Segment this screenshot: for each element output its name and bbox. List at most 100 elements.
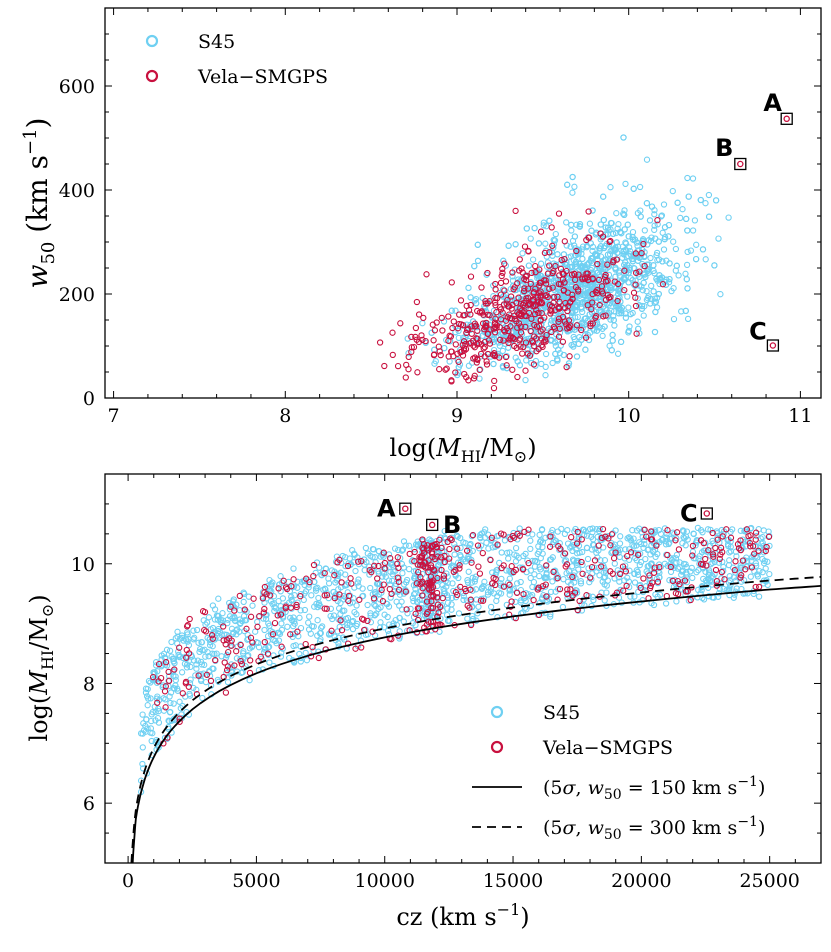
s45-point <box>522 597 529 605</box>
s45-point <box>477 542 485 549</box>
s45-point <box>139 744 146 751</box>
vela-point <box>494 541 501 548</box>
s45-point <box>284 623 291 630</box>
x-tick-label: 0 <box>122 870 134 892</box>
vela-point <box>416 605 423 612</box>
s45-point <box>291 592 298 599</box>
vela-point <box>448 377 455 384</box>
vela-point <box>478 284 485 291</box>
vela-point <box>721 576 728 583</box>
s45-point <box>303 657 311 664</box>
s45-point <box>581 264 589 271</box>
s45-point <box>471 578 478 585</box>
vela-point <box>561 304 569 312</box>
vela-point <box>511 342 518 350</box>
s45-point <box>593 327 601 334</box>
s45-point <box>747 573 754 580</box>
s45-point <box>648 203 656 210</box>
s45-point <box>499 347 506 355</box>
s45-point <box>617 338 625 346</box>
s45-point <box>583 532 591 539</box>
vela-point <box>370 595 378 602</box>
s45-point <box>621 207 628 214</box>
s45-point <box>705 191 713 199</box>
s45-point <box>332 591 340 598</box>
vela-point <box>502 317 510 324</box>
x-tick-label: 25000 <box>739 870 799 892</box>
s45-point <box>296 614 303 621</box>
vela-point <box>543 593 550 600</box>
vela-point <box>709 551 717 558</box>
vela-point <box>454 591 461 599</box>
s45-point <box>616 588 624 596</box>
highlight-box <box>734 157 747 171</box>
vela-point <box>755 547 762 554</box>
vela-point <box>261 638 268 646</box>
s45-point <box>689 175 697 182</box>
s45-point <box>620 210 627 217</box>
vela-point <box>280 577 287 584</box>
s45-point <box>192 672 199 679</box>
s45-point <box>631 570 638 577</box>
s45-point <box>387 559 395 566</box>
s45-point <box>266 659 273 666</box>
s45-point <box>759 539 766 547</box>
vela-point <box>588 563 596 571</box>
s45-point <box>652 235 659 242</box>
s45-point <box>203 619 211 626</box>
vela-point <box>647 582 654 590</box>
s45-point <box>616 294 623 301</box>
s45-point <box>663 530 670 537</box>
s45-point <box>692 542 699 549</box>
vela-point <box>567 322 574 329</box>
vela-point <box>512 566 520 574</box>
vela-point <box>476 366 483 374</box>
s45-point <box>620 248 627 255</box>
vela-point <box>435 609 442 616</box>
s45-point <box>617 228 624 236</box>
vela-point <box>563 590 571 598</box>
s45-point <box>482 337 489 344</box>
vela-point <box>524 302 531 309</box>
vela-point <box>475 563 482 570</box>
s45-point <box>193 665 200 672</box>
s45-point <box>711 262 718 269</box>
vela-point <box>288 583 295 590</box>
s45-point <box>641 227 648 234</box>
s45-point <box>370 546 377 553</box>
s45-point <box>140 727 148 734</box>
vela-point <box>601 274 609 281</box>
vela-point <box>275 585 282 592</box>
vela-point <box>612 549 619 556</box>
vela-point <box>492 286 499 293</box>
vela-point <box>221 659 228 666</box>
vela-point <box>165 677 173 684</box>
vela-point <box>237 657 244 665</box>
s45-point <box>683 569 690 576</box>
s45-point <box>616 578 623 585</box>
vela-point <box>559 338 567 345</box>
vela-point <box>546 543 554 550</box>
vela-point <box>497 291 505 298</box>
vela-point <box>509 269 516 276</box>
vela-point <box>439 594 446 602</box>
vela-point <box>502 353 510 361</box>
s45-point <box>190 627 197 634</box>
s45-point <box>337 610 344 618</box>
vela-point <box>378 586 385 594</box>
vela-point <box>408 344 415 351</box>
s45-point <box>639 287 646 294</box>
vela-point <box>358 615 366 622</box>
s45-point <box>305 619 312 626</box>
vela-point <box>470 342 477 349</box>
s45-point <box>713 528 720 535</box>
vela-point <box>237 641 244 649</box>
legend-bottom-background <box>462 686 814 850</box>
s45-point <box>730 594 737 601</box>
vela-point <box>532 285 539 292</box>
vela-point <box>700 539 707 547</box>
vela-series-bottom <box>149 525 773 747</box>
s45-point <box>542 363 549 371</box>
s45-point <box>147 725 155 732</box>
vela-point <box>500 583 508 590</box>
